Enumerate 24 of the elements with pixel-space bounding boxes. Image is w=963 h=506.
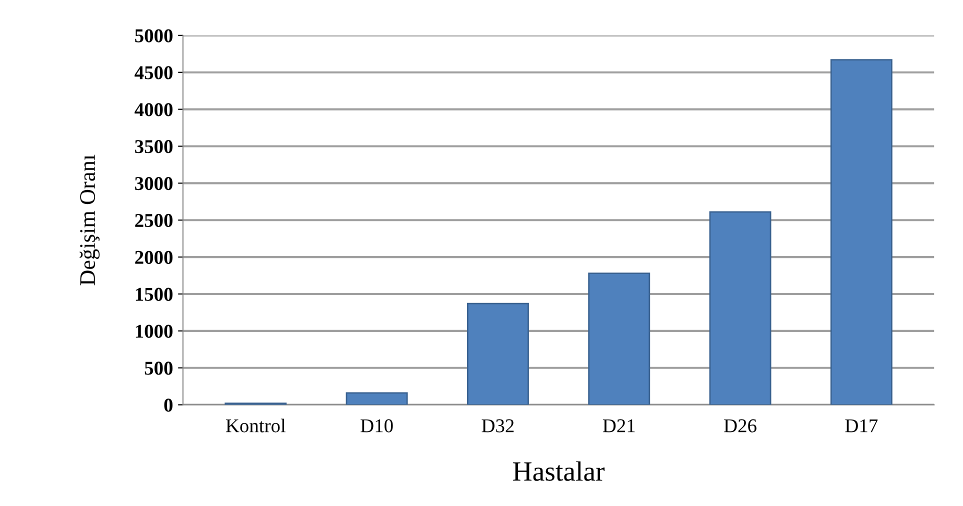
- x-axis-title: Hastalar: [513, 461, 605, 481]
- bar: [466, 302, 529, 405]
- x-tick-label: D17: [845, 419, 878, 432]
- y-tick-label: 1000: [136, 324, 173, 338]
- y-axis-title: Değişim Oranı: [80, 154, 100, 286]
- y-tick-label: 500: [144, 362, 173, 375]
- bar: [830, 59, 892, 405]
- x-tick-label: D21: [602, 419, 635, 432]
- y-tick-label: 2000: [135, 250, 173, 264]
- bar: [588, 272, 650, 405]
- x-tick-label: D10: [360, 419, 393, 432]
- y-tick-label: 4000: [134, 103, 173, 116]
- bar: [346, 392, 408, 405]
- y-tick-label: 5000: [135, 29, 173, 42]
- y-tick-label: 3000: [135, 176, 173, 190]
- y-tick-label: 0: [164, 398, 173, 412]
- x-tick-label: Kontrol: [226, 418, 286, 432]
- y-tick-label: 2500: [135, 214, 173, 228]
- x-tick-label: D26: [724, 419, 756, 432]
- x-tick-label: D32: [482, 419, 514, 432]
- y-tick-label: 3500: [135, 140, 173, 154]
- bar: [709, 211, 772, 405]
- y-tick-label: 4500: [134, 66, 173, 80]
- y-tick-label: 1500: [136, 288, 173, 301]
